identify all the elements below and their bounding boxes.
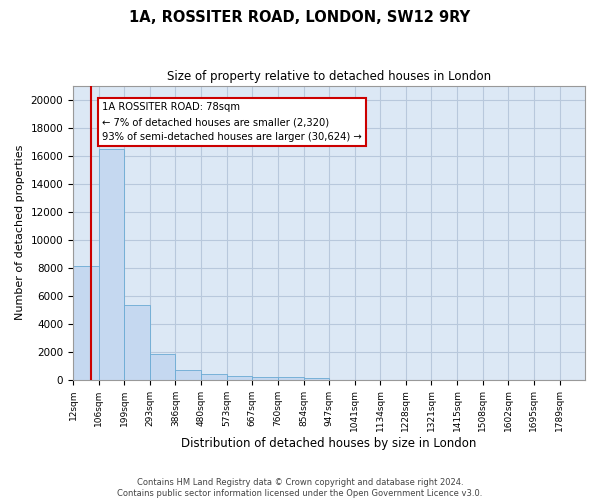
Text: 1A ROSSITER ROAD: 78sqm
← 7% of detached houses are smaller (2,320)
93% of semi-: 1A ROSSITER ROAD: 78sqm ← 7% of detached… — [102, 102, 362, 142]
Text: Contains HM Land Registry data © Crown copyright and database right 2024.
Contai: Contains HM Land Registry data © Crown c… — [118, 478, 482, 498]
Text: 1A, ROSSITER ROAD, LONDON, SW12 9RY: 1A, ROSSITER ROAD, LONDON, SW12 9RY — [130, 10, 470, 25]
Bar — [227, 376, 253, 380]
Bar — [124, 306, 150, 380]
X-axis label: Distribution of detached houses by size in London: Distribution of detached houses by size … — [181, 437, 477, 450]
Bar — [73, 266, 99, 380]
Y-axis label: Number of detached properties: Number of detached properties — [15, 145, 25, 320]
Bar — [150, 354, 175, 380]
Bar — [175, 370, 201, 380]
Bar — [201, 374, 227, 380]
Bar — [253, 377, 278, 380]
Title: Size of property relative to detached houses in London: Size of property relative to detached ho… — [167, 70, 491, 83]
Bar — [278, 377, 304, 380]
Bar — [304, 378, 329, 380]
Bar — [99, 148, 124, 380]
